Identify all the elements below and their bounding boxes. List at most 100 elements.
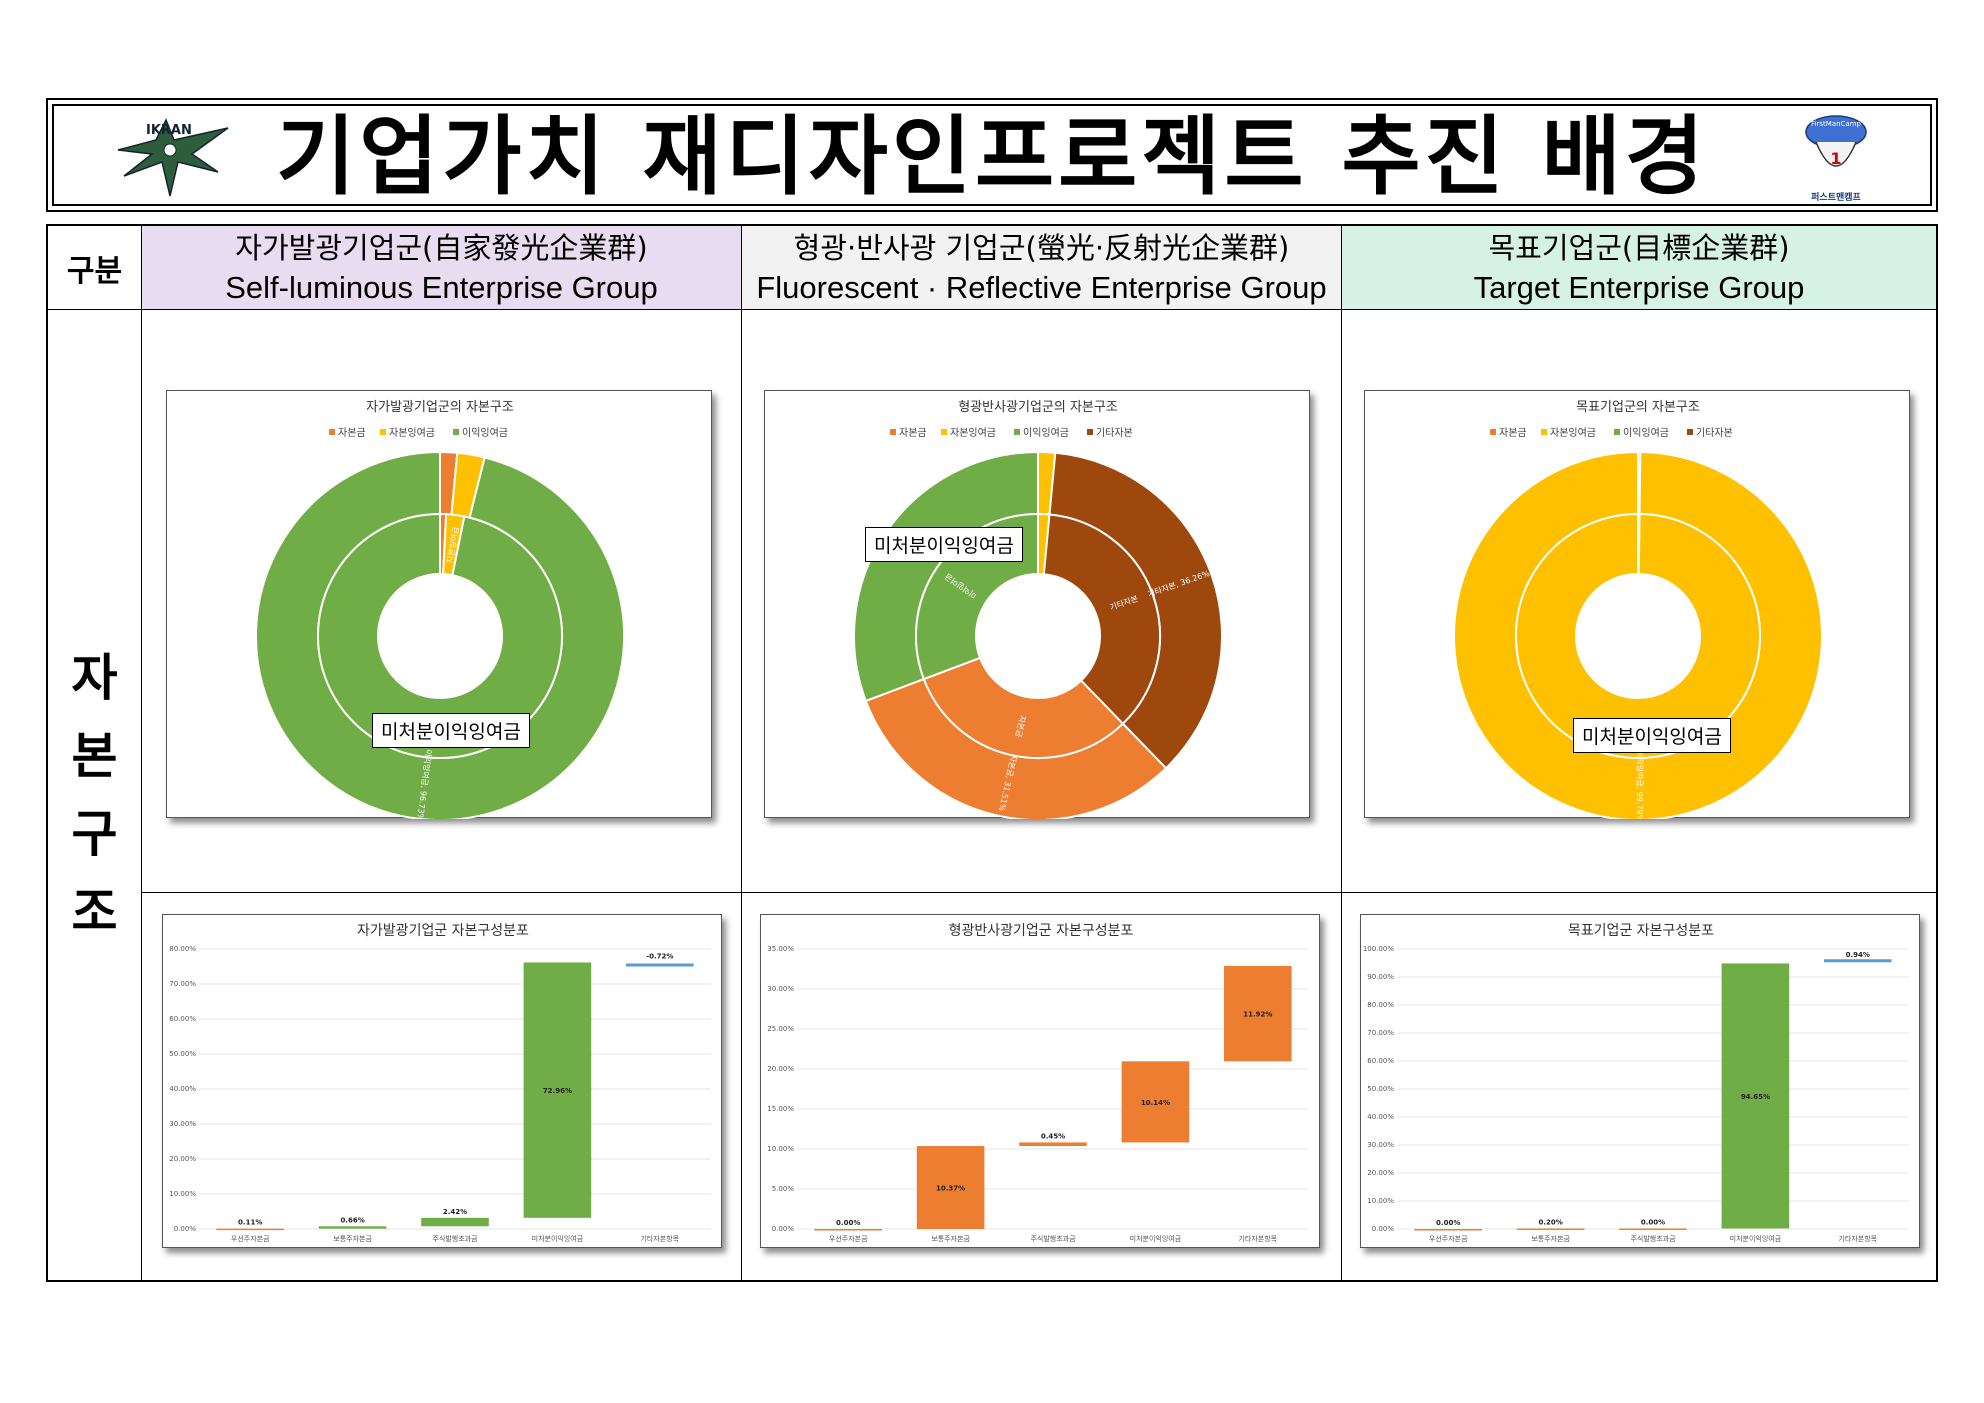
data-label: 0.00% [1436, 1219, 1460, 1227]
x-tick-label: 기타자본항목 [1838, 1234, 1877, 1243]
y-tick-label: 10.00% [169, 1190, 196, 1198]
legend-swatch [941, 429, 947, 435]
y-tick-label: 90.00% [1367, 973, 1394, 981]
x-tick-label: 기타자본항목 [640, 1234, 679, 1243]
legend-swatch [329, 429, 335, 435]
legend-label: 자본금 [899, 427, 927, 439]
legend-swatch [453, 429, 459, 435]
data-label: 0.00% [1641, 1218, 1665, 1226]
legend-swatch [890, 429, 896, 435]
donut-slice-기타자본 [1042, 513, 1161, 726]
x-tick-label: 보통주자본금 [333, 1234, 372, 1243]
chart-title: 자가발광기업군 자본구성분포 [357, 923, 529, 939]
data-label: 11.92% [1243, 1011, 1272, 1019]
y-tick-label: 60.00% [1367, 1057, 1394, 1065]
data-label: 10.37% [936, 1185, 965, 1193]
legend-label: 자본잉여금 [1550, 427, 1596, 439]
waterfall-bar [216, 1228, 284, 1231]
data-label: 2.42% [443, 1208, 467, 1216]
chart-title: 형광반사광기업군 자본구성분포 [949, 923, 1134, 939]
data-label: 0.94% [1846, 951, 1870, 959]
row-label-char: 구 [71, 805, 118, 863]
data-label: 0.45% [1041, 1132, 1065, 1140]
column-header-ko: 자가발광기업군(自家發光企業群) [235, 230, 648, 265]
legend-swatch [1541, 429, 1547, 435]
row-label-char: 본 [71, 727, 118, 785]
y-tick-label: 30.00% [767, 985, 794, 993]
waterfall-bar [814, 1229, 882, 1231]
data-label: 0.00% [836, 1219, 860, 1227]
column-header-target: 목표기업군(目標企業群) Target Enterprise Group [1342, 226, 1936, 310]
waterfall-bar [916, 1146, 985, 1229]
y-tick-label: 80.00% [169, 945, 196, 953]
data-label: 0.66% [340, 1216, 364, 1224]
y-tick-label: 15.00% [767, 1105, 794, 1113]
legend-label: 이익잉여금 [1023, 427, 1069, 439]
y-tick-label: 100.00% [1363, 945, 1394, 953]
donut-data-label: 이익잉여금, 99.79% [1635, 750, 1645, 819]
waterfall-chart-fluorescent: 형광반사광기업군 자본구성분포 0.00% 5.00% 10.00% 15.00% 20.… [760, 914, 1320, 1248]
waterfall-chart-target: 목표기업군 자본구성분포 0.00% 10.00% 20.00% 30.00% 40.00… [1360, 914, 1920, 1248]
waterfall-bar [523, 962, 592, 1218]
waterfall-bar [1224, 965, 1292, 1062]
data-label: 10.14% [1141, 1099, 1170, 1107]
data-label: 0.20% [1538, 1218, 1562, 1226]
waterfall-bar [1619, 1228, 1687, 1230]
y-tick-label: 0.00% [174, 1225, 197, 1233]
y-tick-label: 70.00% [1367, 1029, 1394, 1037]
donut-cell-fluorescent [742, 310, 1342, 893]
donut-slice-이익잉여금 [317, 512, 563, 759]
x-tick-label: 주식발행초과금 [432, 1234, 478, 1243]
x-tick-label: 기타자본항목 [1238, 1234, 1277, 1243]
y-tick-label: 0.00% [772, 1225, 795, 1233]
y-tick-label: 30.00% [1367, 1141, 1394, 1149]
x-tick-label: 우선주자본금 [829, 1234, 868, 1243]
logo-right-text: FirstManCamp [1811, 120, 1861, 128]
x-tick-label: 우선주자본금 [1429, 1234, 1468, 1243]
y-tick-label: 25.00% [767, 1025, 794, 1033]
row-label-char: 자 [71, 649, 118, 707]
logo-right-caption: 퍼스트맨캠프 [1811, 191, 1861, 203]
y-tick-label: 40.00% [1367, 1113, 1394, 1121]
column-header-en: Self-luminous Enterprise Group [225, 269, 658, 305]
legend-label: 기타자본 [1096, 427, 1133, 439]
legend-swatch [380, 429, 386, 435]
donut-cell-target [1342, 310, 1936, 893]
waterfall-bar [1721, 963, 1790, 1229]
chart-title: 자가발광기업군의 자본구조 [366, 400, 514, 415]
x-tick-label: 주식발행초과금 [1630, 1234, 1676, 1243]
column-header-en: Target Enterprise Group [1473, 269, 1805, 305]
header-label: 구분 [66, 253, 123, 289]
donut-slice-이익잉여금 [1514, 512, 1761, 759]
waterfall-bar [1516, 1228, 1585, 1230]
donut-chart-target: 목표기업군의 자본구조 자본금 자본잉여금 이익잉여금 기타자본 이익잉여금, 99.79… [1364, 390, 1910, 819]
waterfall-chart-self-luminous: 자가발광기업군 자본구성분포 0.00% 10.00% 20.00% 30.00% 40.… [162, 914, 722, 1248]
chart-title: 형광반사광기업군의 자본구조 [958, 400, 1118, 415]
y-tick-label: 50.00% [1367, 1085, 1394, 1093]
y-tick-label: 80.00% [1367, 1001, 1394, 1009]
x-tick-label: 보통주자본금 [1531, 1234, 1570, 1243]
donut-chart-self-luminous: 자가발광기업군의 자본구조 자본금 자본잉여금 이익잉여금 자본잉여금 이익잉여금, 96… [166, 390, 712, 819]
retained-earnings-callout: 미처분이익잉여금 [1573, 718, 1731, 753]
y-tick-label: 30.00% [169, 1120, 196, 1128]
row-label-char: 조 [71, 883, 118, 941]
data-label: 72.96% [543, 1087, 572, 1095]
waterfall-bar [421, 1217, 489, 1227]
ikran-logo: IKRAN [108, 110, 238, 202]
y-tick-label: 60.00% [169, 1015, 196, 1023]
legend-label: 자본금 [1499, 427, 1527, 439]
y-tick-label: 50.00% [169, 1050, 196, 1058]
column-header-fluorescent: 형광·반사광 기업군(螢光·反射光企業群) Fluorescent · Refl… [742, 226, 1342, 310]
y-tick-label: 20.00% [1367, 1169, 1394, 1177]
data-label: 94.65% [1741, 1093, 1770, 1101]
legend-swatch [1014, 429, 1020, 435]
y-tick-label: 20.00% [767, 1065, 794, 1073]
donut-chart-fluorescent: 형광반사광기업군의 자본구조 자본금 자본잉여금 이익잉여금 기타자본 기타자본, 36.… [764, 390, 1310, 819]
y-tick-label: 5.00% [772, 1185, 795, 1193]
svg-text:1: 1 [1830, 149, 1841, 168]
y-tick-label: 10.00% [767, 1145, 794, 1153]
legend-swatch [1490, 429, 1496, 435]
x-tick-label: 미처분이익잉여금 [1730, 1234, 1782, 1243]
chart-title: 목표기업군 자본구성분포 [1568, 923, 1714, 939]
legend-label: 자본금 [338, 427, 366, 439]
